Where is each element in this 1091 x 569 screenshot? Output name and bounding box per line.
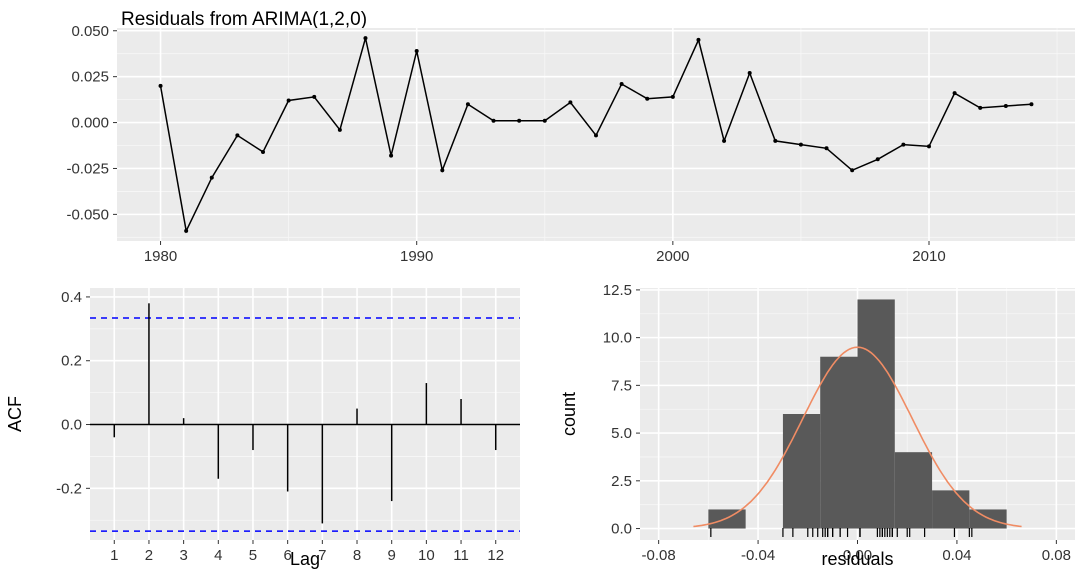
- histogram-bar: [708, 509, 746, 529]
- y-tick-label: 0.050: [71, 23, 109, 40]
- residual-point: [926, 144, 931, 149]
- residual-point: [619, 82, 624, 87]
- residual-point: [670, 94, 675, 99]
- x-tick-label: 7: [318, 547, 326, 564]
- residual-point: [798, 142, 803, 147]
- residual-point: [337, 127, 342, 132]
- y-axis-title: count: [559, 392, 579, 436]
- x-tick-label: 11: [453, 547, 469, 564]
- residual-point: [491, 118, 496, 123]
- histogram-bar: [932, 490, 970, 529]
- x-tick-label: 2010: [912, 248, 945, 265]
- residual-point: [773, 138, 778, 143]
- residual-point: [158, 83, 163, 88]
- x-tick-label: 0.08: [1042, 547, 1071, 564]
- x-tick-label: -0.08: [642, 547, 676, 564]
- y-tick-label: 0.025: [71, 69, 109, 86]
- residual-point: [465, 102, 470, 107]
- histogram-bar: [969, 509, 1007, 529]
- residual-point: [645, 96, 650, 101]
- residual-point: [901, 142, 906, 147]
- x-tick-label: 2000: [656, 248, 689, 265]
- y-tick-label: 0.2: [61, 353, 82, 370]
- residual-point: [184, 228, 189, 233]
- x-axis-title: Lag: [290, 549, 320, 569]
- residual-point: [696, 37, 701, 42]
- residual-point: [875, 157, 880, 162]
- y-tick-label: 5.0: [611, 425, 632, 442]
- residual-point: [517, 118, 522, 123]
- residual-point: [952, 91, 957, 96]
- x-tick-label: 2: [145, 547, 153, 564]
- chart-title: Residuals from ARIMA(1,2,0): [121, 9, 368, 30]
- residual-point: [440, 168, 445, 173]
- y-tick-label: 0.0: [611, 521, 632, 538]
- y-axis-title: ACF: [5, 396, 25, 432]
- x-tick-label: 1990: [400, 248, 433, 265]
- residual-point: [1029, 102, 1034, 107]
- x-axis-title: residuals: [821, 549, 893, 569]
- residual-point: [568, 100, 573, 105]
- residual-point: [1003, 104, 1008, 109]
- y-tick-label: 10.0: [603, 330, 632, 347]
- residual-point: [722, 138, 727, 143]
- x-tick-label: 9: [388, 547, 396, 564]
- residual-point: [363, 36, 368, 41]
- y-tick-label: 12.5: [603, 282, 632, 299]
- residual-point: [594, 133, 598, 138]
- histogram-bar: [782, 414, 821, 529]
- x-tick-label: 8: [353, 547, 361, 564]
- x-tick-label: 10: [418, 547, 435, 564]
- residual-point: [389, 153, 394, 158]
- residual-point: [209, 175, 214, 180]
- x-tick-label: 5: [249, 547, 257, 564]
- y-tick-label: 0.4: [61, 289, 82, 306]
- y-tick-label: -0.025: [66, 160, 109, 177]
- residual-point: [978, 105, 983, 110]
- x-tick-label: 0.04: [942, 547, 971, 564]
- y-tick-label: 0.000: [71, 115, 109, 132]
- y-tick-label: 0.0: [61, 417, 82, 434]
- residual-point: [286, 98, 291, 103]
- x-tick-label: 1: [110, 547, 118, 564]
- residual-point: [261, 149, 266, 154]
- y-tick-label: -0.050: [66, 206, 109, 223]
- residual-point: [747, 70, 752, 75]
- residual-point: [235, 133, 240, 138]
- x-tick-label: 6: [283, 547, 291, 564]
- residual-point: [542, 118, 547, 123]
- normal-density-curve: [693, 346, 1022, 528]
- residual-point: [850, 168, 855, 173]
- residual-point: [824, 146, 829, 151]
- x-tick-label: 3: [179, 547, 187, 564]
- x-tick-label: 1980: [144, 248, 177, 265]
- x-tick-label: 12: [487, 547, 504, 564]
- y-tick-label: -0.2: [56, 480, 82, 497]
- histogram-bar: [857, 299, 895, 529]
- residual-point: [312, 94, 317, 99]
- x-tick-label: 0.00: [843, 547, 872, 564]
- y-tick-label: 2.5: [611, 473, 632, 490]
- histogram-bar: [820, 356, 858, 529]
- x-tick-label: -0.04: [741, 547, 775, 564]
- residual-point: [414, 48, 419, 53]
- x-tick-label: 4: [214, 547, 222, 564]
- histogram-bar: [894, 452, 933, 529]
- y-tick-label: 7.5: [611, 377, 632, 394]
- plot-panel-acf: [90, 288, 520, 540]
